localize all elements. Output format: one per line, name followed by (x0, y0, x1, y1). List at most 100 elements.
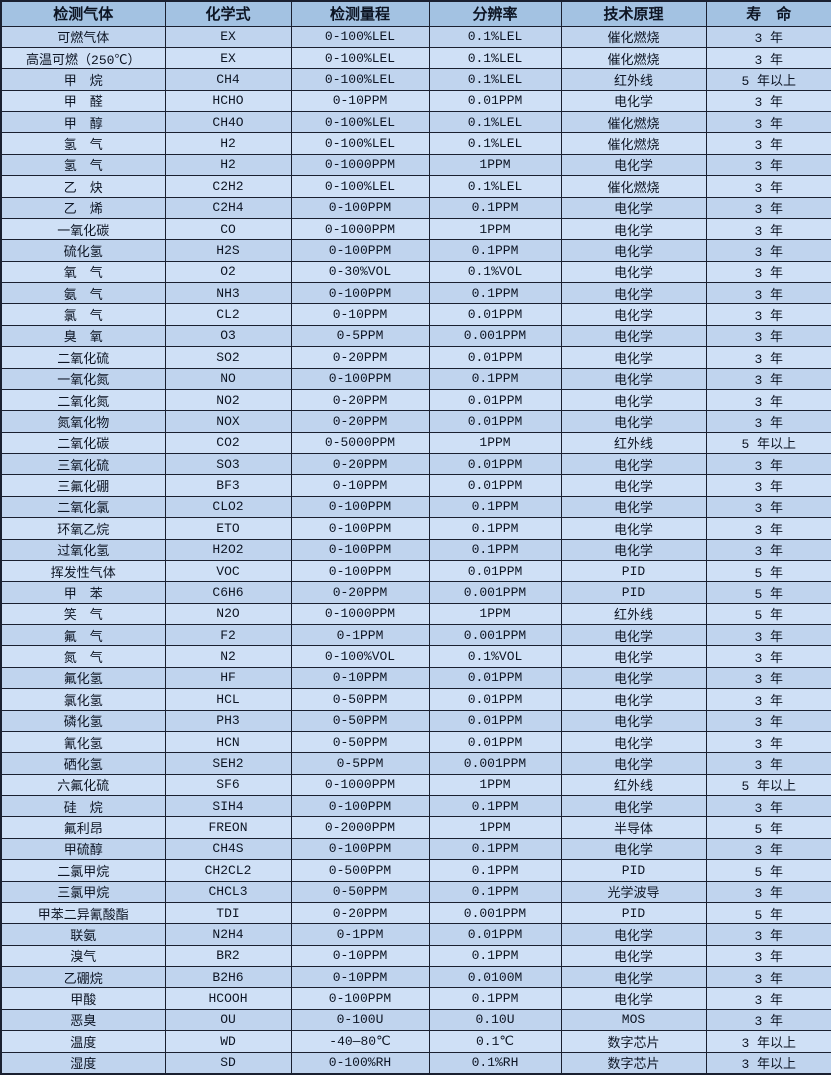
cell-principle: 电化学 (560, 944, 707, 968)
cell-lifespan: 5 年 (705, 559, 831, 583)
cell-formula: CO (164, 217, 292, 241)
cell-range: -40—80℃ (290, 1030, 430, 1053)
cell-formula: NO (164, 367, 292, 390)
cell-principle: 电化学 (560, 281, 707, 305)
cell-gas: 笑 气 (0, 602, 166, 626)
cell-resolution: 0.1PPM (428, 367, 562, 390)
cell-resolution: 0.01PPM (428, 410, 562, 433)
cell-principle: 催化燃烧 (560, 25, 707, 48)
cell-principle: 红外线 (560, 773, 707, 797)
table-row: 湿度 SD 0-100%RH 0.1%RH 数字芯片 3 年以上 (0, 1051, 831, 1075)
cell-formula: C6H6 (164, 581, 292, 604)
cell-principle: 数字芯片 (560, 1051, 707, 1075)
cell-lifespan: 3 年 (705, 281, 831, 305)
cell-resolution: 0.01PPM (428, 346, 562, 369)
cell-formula: CL2 (164, 303, 292, 326)
cell-lifespan: 3 年 (705, 196, 831, 219)
cell-principle: 电化学 (560, 388, 707, 412)
cell-principle: 电化学 (560, 517, 707, 540)
table-row: 三氧化硫 SO3 0-20PPM 0.01PPM 电化学 3 年 (0, 452, 831, 476)
cell-lifespan: 3 年以上 (705, 1051, 831, 1075)
cell-resolution: 0.1PPM (428, 837, 562, 861)
table-row: 温度 WD -40—80℃ 0.1℃ 数字芯片 3 年以上 (0, 1030, 831, 1053)
cell-range: 0-100PPM (290, 281, 430, 305)
cell-resolution: 0.001PPM (428, 581, 562, 604)
cell-gas: 硫化氢 (0, 239, 166, 262)
table-row: 硫化氢 H2S 0-100PPM 0.1PPM 电化学 3 年 (0, 239, 831, 262)
cell-resolution: 0.1%LEL (428, 110, 562, 134)
table-row: 乙硼烷 B2H6 0-10PPM 0.0100M 电化学 3 年 (0, 965, 831, 989)
cell-principle: 光学波导 (560, 880, 707, 903)
cell-formula: PH3 (164, 709, 292, 732)
cell-range: 0-100PPM (290, 196, 430, 219)
cell-formula: N2 (164, 645, 292, 668)
table-row: 挥发性气体 VOC 0-100PPM 0.01PPM PID 5 年 (0, 559, 831, 583)
table-row: 二氧化硫 SO2 0-20PPM 0.01PPM 电化学 3 年 (0, 346, 831, 369)
cell-range: 0-10PPM (290, 89, 430, 113)
table-row: 甲苯二异氰酸酯 TDI 0-20PPM 0.001PPM PID 5 年 (0, 901, 831, 925)
cell-lifespan: 3 年以上 (705, 1030, 831, 1053)
cell-range: 0-100%RH (290, 1051, 430, 1075)
cell-principle: 电化学 (560, 367, 707, 390)
cell-principle: 电化学 (560, 452, 707, 476)
cell-formula: SO2 (164, 346, 292, 369)
cell-range: 0-100PPM (290, 517, 430, 540)
cell-lifespan: 5 年 (705, 581, 831, 604)
cell-resolution: 0.1%VOL (428, 260, 562, 284)
cell-range: 0-100PPM (290, 495, 430, 519)
table-row: 可燃气体 EX 0-100%LEL 0.1%LEL 催化燃烧 3 年 (0, 25, 831, 48)
cell-gas: 一氧化碳 (0, 217, 166, 241)
cell-formula: BR2 (164, 944, 292, 968)
table-row: 溴气 BR2 0-10PPM 0.1PPM 电化学 3 年 (0, 944, 831, 968)
cell-principle: 电化学 (560, 324, 707, 348)
cell-resolution: 1PPM (428, 816, 562, 839)
cell-gas: 磷化氢 (0, 709, 166, 732)
cell-lifespan: 3 年 (705, 987, 831, 1010)
cell-formula: H2S (164, 239, 292, 262)
cell-lifespan: 3 年 (705, 217, 831, 241)
cell-lifespan: 3 年 (705, 965, 831, 989)
cell-lifespan: 3 年 (705, 346, 831, 369)
cell-formula: SEH2 (164, 752, 292, 775)
cell-resolution: 0.1PPM (428, 281, 562, 305)
cell-range: 0-100%LEL (290, 25, 430, 48)
table-row: 氢 气 H2 0-100%LEL 0.1%LEL 催化燃烧 3 年 (0, 132, 831, 155)
cell-principle: 电化学 (560, 709, 707, 732)
cell-lifespan: 3 年 (705, 153, 831, 177)
cell-lifespan: 5 年以上 (705, 431, 831, 455)
table-row: 甲 醛 HCHO 0-10PPM 0.01PPM 电化学 3 年 (0, 89, 831, 113)
cell-gas: 甲 醇 (0, 110, 166, 134)
cell-principle: 电化学 (560, 89, 707, 113)
cell-gas: 恶臭 (0, 1008, 166, 1032)
cell-resolution: 1PPM (428, 153, 562, 177)
cell-principle: 催化燃烧 (560, 132, 707, 155)
cell-lifespan: 5 年以上 (705, 68, 831, 91)
cell-resolution: 0.01PPM (428, 452, 562, 476)
table-row: 二氧化氯 CLO2 0-100PPM 0.1PPM 电化学 3 年 (0, 495, 831, 519)
cell-gas: 溴气 (0, 944, 166, 968)
cell-lifespan: 3 年 (705, 1008, 831, 1032)
cell-lifespan: 3 年 (705, 880, 831, 903)
cell-resolution: 0.01PPM (428, 559, 562, 583)
cell-resolution: 0.01PPM (428, 688, 562, 711)
table-row: 二氧化氮 NO2 0-20PPM 0.01PPM 电化学 3 年 (0, 388, 831, 412)
cell-gas: 硒化氢 (0, 752, 166, 775)
cell-gas: 二氯甲烷 (0, 859, 166, 882)
cell-gas: 三氯甲烷 (0, 880, 166, 903)
cell-gas: 乙 炔 (0, 175, 166, 198)
cell-range: 0-10PPM (290, 965, 430, 989)
cell-formula: H2O2 (164, 538, 292, 561)
cell-lifespan: 3 年 (705, 645, 831, 668)
cell-range: 0-100%VOL (290, 645, 430, 668)
cell-resolution: 0.1%LEL (428, 25, 562, 48)
cell-formula: NO2 (164, 388, 292, 412)
cell-resolution: 0.01PPM (428, 666, 562, 690)
cell-principle: 电化学 (560, 666, 707, 690)
cell-range: 0-10PPM (290, 666, 430, 690)
table-row: 氮 气 N2 0-100%VOL 0.1%VOL 电化学 3 年 (0, 645, 831, 668)
cell-resolution: 0.1%LEL (428, 132, 562, 155)
cell-resolution: 0.1PPM (428, 987, 562, 1010)
cell-gas: 高温可燃（250℃） (0, 46, 166, 70)
cell-formula: HF (164, 666, 292, 690)
table-body: 可燃气体 EX 0-100%LEL 0.1%LEL 催化燃烧 3 年 高温可燃（… (0, 25, 831, 1075)
